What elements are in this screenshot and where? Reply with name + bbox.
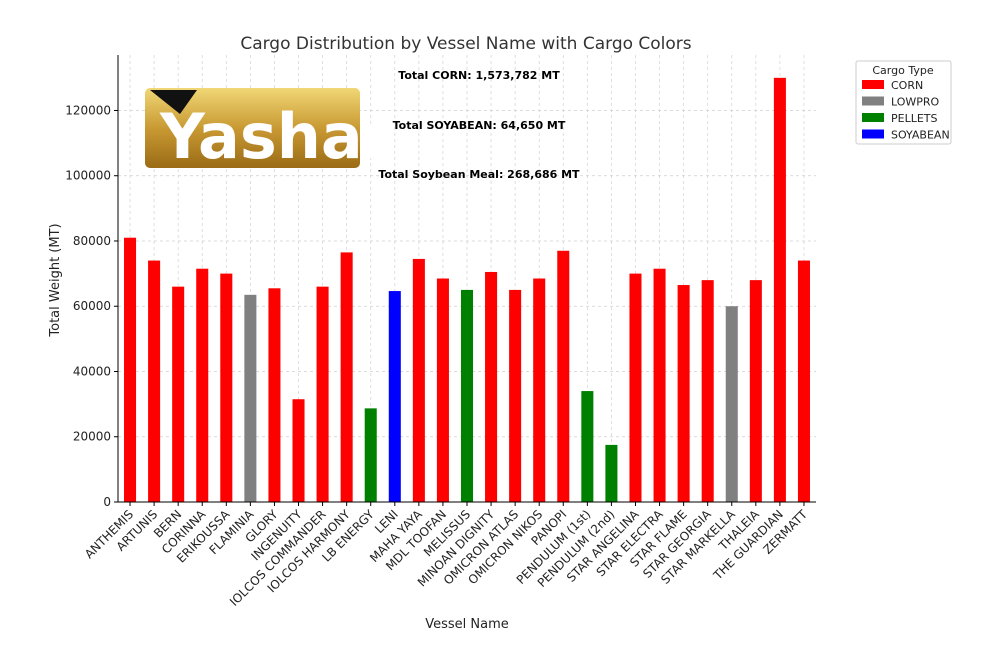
bar xyxy=(605,444,618,502)
bar xyxy=(653,268,666,502)
y-tick-label: 20000 xyxy=(73,430,111,444)
bar xyxy=(749,280,762,502)
annotation-total-soybean-meal: Total Soybean Meal: 268,686 MT xyxy=(378,168,580,181)
axes xyxy=(114,55,816,506)
bar xyxy=(196,268,209,502)
bar xyxy=(292,399,305,502)
bar xyxy=(172,286,185,502)
legend-label: SOYABEAN xyxy=(891,129,950,142)
legend-swatch xyxy=(862,80,884,89)
bar xyxy=(797,260,810,502)
logo-background xyxy=(145,88,360,168)
bar xyxy=(364,408,377,502)
y-axis-title: Total Weight (MT) xyxy=(48,223,63,337)
bar xyxy=(701,280,714,502)
bar xyxy=(124,237,137,502)
bar xyxy=(220,273,233,502)
annotation-total-soyabean: Total SOYABEAN: 64,650 MT xyxy=(393,119,566,132)
bar xyxy=(460,289,474,502)
y-tick-label: 120000 xyxy=(65,103,111,117)
bar xyxy=(244,294,257,502)
yashar-logo: Y ashar xyxy=(145,88,394,173)
bar xyxy=(725,306,738,502)
legend-label: CORN xyxy=(891,79,923,92)
bar xyxy=(773,77,786,502)
y-tick-label: 100000 xyxy=(65,169,111,183)
bars-group xyxy=(124,77,810,502)
legend-label: PELLETS xyxy=(891,112,938,125)
bar xyxy=(412,258,425,502)
bar xyxy=(388,291,401,502)
y-tick-label: 0 xyxy=(103,495,111,509)
chart-title: Cargo Distribution by Vessel Name with C… xyxy=(240,34,691,54)
y-tick-label: 60000 xyxy=(73,299,111,313)
bar xyxy=(629,273,642,502)
bar xyxy=(436,278,449,502)
bar xyxy=(533,278,546,502)
y-tick-label: 40000 xyxy=(73,364,111,378)
annotation-total-corn: Total CORN: 1,573,782 MT xyxy=(398,69,560,82)
annotations: Total CORN: 1,573,782 MT Total SOYABEAN:… xyxy=(378,69,580,181)
legend-title: Cargo Type xyxy=(872,64,933,77)
bar xyxy=(509,289,522,502)
bar xyxy=(148,260,161,502)
logo-text: ashar xyxy=(198,100,394,173)
x-axis-title: Vessel Name xyxy=(425,617,509,632)
logo-mark-icon xyxy=(150,90,197,114)
y-tick-label: 80000 xyxy=(73,234,111,248)
legend-swatch xyxy=(862,113,884,122)
bar xyxy=(581,391,594,502)
bar xyxy=(677,285,690,502)
logo-y-letter: Y xyxy=(159,100,206,173)
legend-label: LOWPRO xyxy=(891,96,940,109)
x-tick-labels: ANTHEMISARTUNISBERNCORINNAERIKOUSSAFLAMI… xyxy=(82,507,811,609)
bar xyxy=(268,288,281,502)
bar xyxy=(557,250,570,502)
bar xyxy=(340,252,353,502)
bar xyxy=(316,286,329,502)
legend-swatch xyxy=(862,96,884,106)
legend: Cargo Type CORN LOWPRO PELLETS SOYABEAN xyxy=(855,60,952,145)
bar xyxy=(485,271,498,502)
y-tick-labels: 0 20000 40000 60000 80000 100000 120000 xyxy=(65,103,111,509)
legend-swatch xyxy=(862,129,884,139)
